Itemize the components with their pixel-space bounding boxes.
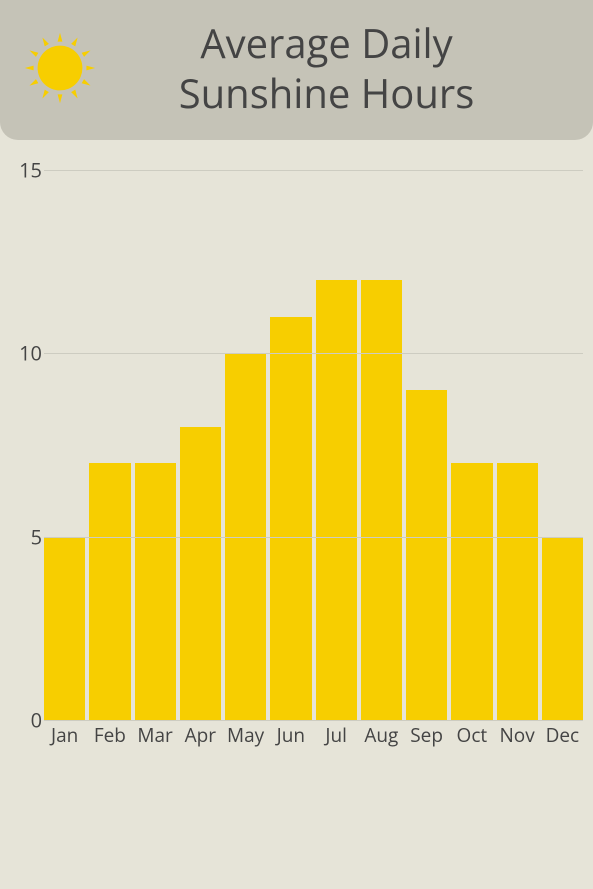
bar xyxy=(451,463,492,720)
y-tick-label: 15 xyxy=(19,157,42,184)
x-tick-label: Nov xyxy=(497,720,538,748)
y-axis-labels: 051015 xyxy=(10,170,44,720)
chart-title: Average Daily Sunshine Hours xyxy=(120,18,573,118)
x-tick-label: Jun xyxy=(270,720,311,748)
x-tick-label: Oct xyxy=(451,720,492,748)
y-tick-label: 0 xyxy=(31,707,42,734)
gridline xyxy=(44,537,583,538)
x-axis-labels: JanFebMarAprMayJunJulAugSepOctNovDec xyxy=(44,720,583,748)
x-tick-label: May xyxy=(225,720,266,748)
chart-header: Average Daily Sunshine Hours xyxy=(0,0,593,140)
bar xyxy=(497,463,538,720)
bar xyxy=(361,280,402,720)
bars-container xyxy=(44,170,583,720)
bar xyxy=(542,537,583,720)
gridline xyxy=(44,170,583,171)
gridline xyxy=(44,720,583,721)
bar xyxy=(406,390,447,720)
x-tick-label: Jan xyxy=(44,720,85,748)
bar xyxy=(316,280,357,720)
sun-icon xyxy=(20,28,100,108)
bar xyxy=(44,537,85,720)
sunshine-chart: 051015 JanFebMarAprMayJunJulAugSepOctNov… xyxy=(10,170,583,748)
gridline xyxy=(44,353,583,354)
y-tick-label: 10 xyxy=(19,340,42,367)
x-tick-label: Mar xyxy=(135,720,176,748)
bar xyxy=(180,427,221,720)
bar xyxy=(270,317,311,720)
plot-area xyxy=(44,170,583,720)
y-tick-label: 5 xyxy=(31,523,42,550)
x-tick-label: Dec xyxy=(542,720,583,748)
bar xyxy=(89,463,130,720)
x-tick-label: Aug xyxy=(361,720,402,748)
x-tick-label: Sep xyxy=(406,720,447,748)
bar xyxy=(135,463,176,720)
x-tick-label: Apr xyxy=(180,720,221,748)
x-tick-label: Jul xyxy=(316,720,357,748)
x-tick-label: Feb xyxy=(89,720,130,748)
